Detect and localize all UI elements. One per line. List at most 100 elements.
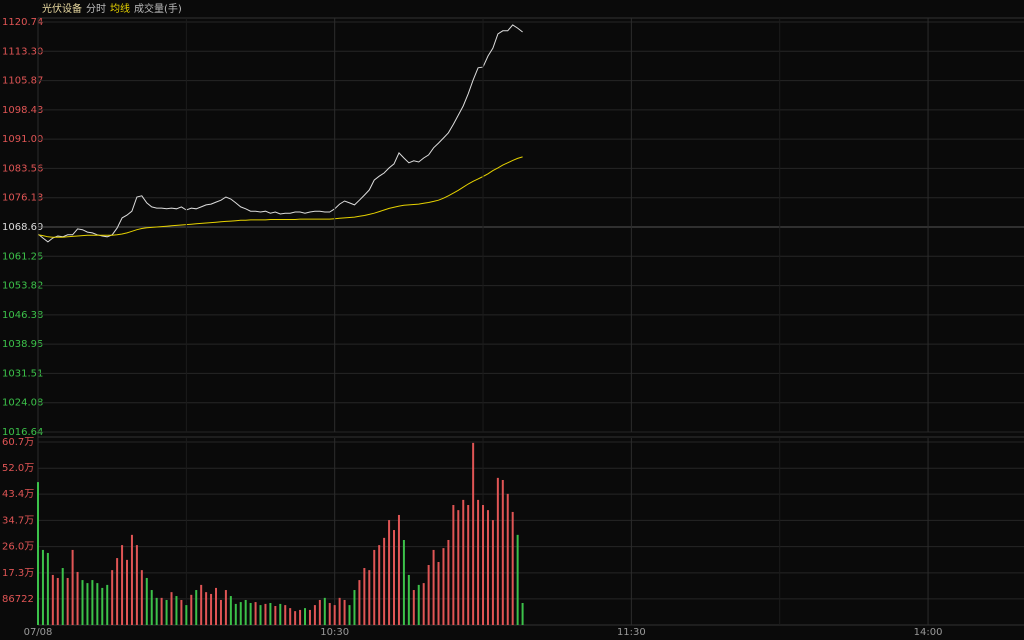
volume-bar (373, 549, 376, 625)
volume-bar (427, 565, 430, 625)
volume-bar (274, 606, 277, 625)
volume-bar (496, 477, 499, 625)
volume-bar (422, 583, 425, 625)
volume-bar (486, 510, 489, 625)
volume-bar (358, 580, 361, 625)
y-tick-label: 1016.64 (2, 427, 43, 438)
volume-bar (348, 605, 351, 625)
volume-bar (402, 539, 405, 625)
volume-bar (61, 568, 64, 625)
volume-bar (477, 499, 480, 625)
volume-bar (318, 599, 321, 625)
volume-bar (121, 545, 124, 625)
y-tick-label: 60.7万 (2, 437, 34, 448)
volume-bar (432, 549, 435, 625)
volume-bar (126, 559, 129, 625)
y-tick-label: 1061.25 (2, 251, 43, 262)
y-tick-label: 26.0万 (2, 542, 34, 553)
volume-bar (160, 597, 163, 625)
volume-bar (200, 584, 203, 625)
volume-bar (91, 580, 94, 625)
volume-bar (106, 584, 109, 625)
y-tick-label: 1076.13 (2, 193, 43, 204)
volume-bar (333, 605, 336, 625)
volume-bar (234, 603, 237, 625)
y-tick-label: 52.0万 (2, 463, 34, 474)
y-tick-label: 34.7万 (2, 515, 34, 526)
volume-bar (279, 603, 282, 625)
y-tick-label: 1068.69 (2, 222, 43, 233)
volume-bar (442, 548, 445, 625)
volume-bar (383, 537, 386, 625)
volume-bar (170, 592, 173, 625)
volume-bar (511, 511, 514, 625)
x-tick-label: 14:00 (914, 627, 943, 638)
volume-bar (368, 570, 371, 625)
panel-title: 成交量(手) (134, 2, 182, 15)
y-tick-label: 1038.95 (2, 339, 43, 350)
legend-entry: 均线 (110, 2, 130, 15)
volume-bar (195, 590, 198, 625)
volume-bar (37, 482, 39, 625)
volume-bar (224, 590, 227, 625)
y-tick-label: 1083.56 (2, 163, 43, 174)
volume-bar (363, 568, 366, 625)
volume-bar (437, 561, 440, 625)
volume-bar (239, 602, 242, 625)
volume-bar (190, 594, 193, 625)
volume-bar (76, 571, 79, 625)
volume-bar (46, 552, 49, 625)
volume-bar (116, 558, 119, 625)
volume-bar (304, 608, 307, 625)
volume-bar (397, 514, 400, 625)
y-tick-label: 1105.87 (2, 76, 43, 87)
volume-bar (264, 603, 267, 625)
volume-bar (229, 596, 232, 625)
volume-bar (130, 534, 133, 625)
volume-bar (219, 599, 222, 625)
volume-bar (101, 587, 104, 625)
volume-bar (155, 597, 158, 625)
price-line (37, 24, 523, 243)
volume-bar (328, 602, 331, 625)
x-tick-label: 11:30 (617, 627, 646, 638)
volume-bar (140, 570, 143, 625)
volume-bar (462, 499, 465, 625)
volume-bar (482, 505, 485, 625)
volume-bar (343, 599, 346, 625)
y-tick-label: 86722 (2, 594, 34, 605)
volume-bar (299, 609, 302, 625)
volume-bar (338, 597, 341, 625)
volume-bar (244, 599, 247, 625)
y-tick-label: 1031.51 (2, 368, 43, 379)
volume-bar (457, 510, 460, 625)
y-tick-label: 1053.82 (2, 281, 43, 292)
y-tick-label: 1120.74 (2, 17, 43, 28)
volume-bar (150, 590, 153, 625)
x-tick-label: 10:30 (320, 627, 349, 638)
volume-bar (96, 583, 99, 625)
volume-bar (417, 584, 420, 625)
volume-bar (516, 534, 519, 625)
volume-bar (81, 580, 84, 625)
volume-bar (135, 545, 138, 625)
volume-bar (269, 602, 272, 625)
volume-bar (205, 592, 208, 625)
volume-bar (210, 593, 213, 625)
volume-bar (323, 597, 326, 625)
volume-bar (452, 505, 455, 625)
y-tick-label: 43.4万 (2, 489, 34, 500)
volume-bar (472, 442, 475, 625)
volume-bar (388, 520, 391, 625)
volume-bar (308, 609, 311, 625)
chart-title: 光伏设备 (42, 2, 82, 15)
volume-bar (407, 574, 410, 625)
volume-bar (41, 549, 44, 625)
volume-bar (378, 545, 381, 625)
y-tick-label: 17.3万 (2, 568, 34, 579)
price-line (37, 156, 523, 238)
volume-bar (393, 530, 396, 625)
volume-bar (284, 605, 287, 625)
y-tick-label: 1024.08 (2, 398, 43, 409)
volume-bar (66, 577, 69, 625)
